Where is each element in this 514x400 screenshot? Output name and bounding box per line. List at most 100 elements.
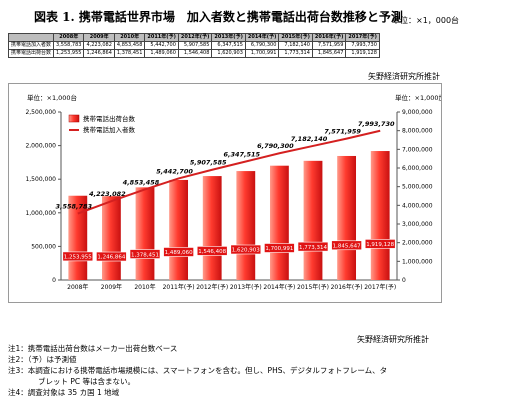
line-data-label: 6,347,515 [223,151,260,159]
table-header-cell: 2016年(予) [311,33,347,42]
right-axis-tick-label: 4,000,000 [402,202,433,209]
page-title: 図表 1. 携帯電話世界市場 加入者数と携帯電話出荷台数推移と予測 [34,10,403,24]
bar-label-box [297,241,329,252]
data-table: 2008年 2009年 2010年 2011年(予) 2012年(予) 2013… [7,33,380,58]
chart-frame: 0 500,000 1,000,000 1,500,000 2,000,000 2,500… [8,83,442,303]
bar-data-label: 1,378,451 [131,252,159,258]
line-data-label: 7,571,959 [324,128,361,136]
line-data-label: 5,442,700 [156,167,193,175]
bar-label-box [230,244,262,255]
line-data-label: 5,907,585 [190,159,227,167]
table-cell: 5,442,700 [144,41,179,50]
table-header-cell: 2010年 [113,33,146,42]
left-axis-tick-label: 1,000,000 [25,210,56,217]
table-cell: 1,700,991 [244,49,280,58]
bar [135,187,155,280]
bar-data-label: 1,253,955 [64,255,92,261]
note-item: 注4：調査対象は 35 カ国 1 地域 [8,388,120,397]
table-cell: 6,347,515 [211,41,246,50]
x-axis-tick-label: 2013年(予) [230,283,262,291]
x-axis-tick-label: 2014年(予) [263,283,295,291]
right-axis-tick-label: 0 [402,277,406,284]
bar [303,160,323,280]
legend-bar-swatch [68,114,80,123]
table-header-cell: 2012年(予) [177,33,213,42]
x-axis-tick-label: 2015年(予) [297,283,329,291]
table-cell: 7,571,959 [311,41,347,50]
line-data-label: 6,790,300 [257,142,294,150]
bar-label-box [129,249,161,259]
left-axis-tick-label: 0 [52,277,56,284]
bar-data-label: 1,845,647 [333,243,361,249]
bar-data-label: 1,919,128 [366,242,394,248]
bar-label-box [264,243,295,253]
line-series [77,129,381,215]
notes: 注1：携帯電話出荷台数はメーカー出荷台数ベース 注2：（予）は予測値 注3：本調… [8,343,387,398]
left-axis-tick-label: 2,500,000 [25,109,56,116]
note-item: 注3：本調査における携帯電話市場規模には、スマートフォンを含む。但し、PHS、デ… [8,366,388,375]
line-data-label: 4,223,082 [89,190,126,198]
x-axis-tick-label: 2008年 [67,283,88,291]
bar [101,196,121,280]
table-cell: 1,919,128 [345,49,380,58]
bar-data-label: 1,546,408 [198,249,226,255]
table-cell: 3,558,783 [53,41,85,50]
table-cell: 4,223,082 [83,41,115,50]
table-row: 携帯電話出荷台数 1,253,955 1,246,864 1,378,451 1… [7,49,380,58]
source-label-top: 矢野経済研究所推計 [368,72,440,81]
line-data-label: 3,558,783 [55,203,92,211]
bar-data-label: 1,773,314 [299,245,327,251]
line-data-label: 4,853,458 [123,178,160,186]
table-row-label: 携帯電話出荷台数 [7,49,55,58]
bar [169,179,189,280]
table-header-cell: 2011年(予) [144,33,179,42]
table-header-cell: 2013年(予) [211,33,246,42]
x-axis-tick-label: 2009年 [101,283,122,291]
bar-data-label: 1,489,060 [165,250,193,256]
right-axis-tick-label: 5,000,000 [402,184,433,191]
table-cell: 7,182,140 [278,41,313,50]
table-row: 携帯電話加入者数 3,558,783 4,223,082 4,853,458 5… [7,41,380,50]
table-header-cell: 2014年(予) [244,33,280,42]
right-axis-tick-label: 8,000,000 [402,128,433,135]
left-axis-tick-label: 2,000,000 [25,143,56,150]
left-axis-tick-label: 500,000 [31,243,56,250]
table-cell: 1,620,903 [211,49,246,58]
table-cell: 1,773,314 [278,49,313,58]
table-cell: 7,993,730 [345,41,380,50]
combo-chart: 0 500,000 1,000,000 1,500,000 2,000,000 2,500… [25,93,441,291]
bar-label-box [364,239,396,249]
right-axis-tick-label: 1,000,000 [402,258,433,265]
bar [370,151,390,280]
table-cell: 1,378,451 [113,49,146,58]
bar-label-box [163,247,194,257]
right-axis-tick-label: 9,000,000 [402,109,433,116]
table-header-cell: 2015年(予) [278,33,313,42]
table-header-row: 2008年 2009年 2010年 2011年(予) 2012年(予) 2013… [7,33,380,42]
x-axis-tick-label: 2011年(予) [163,283,195,291]
bar-label-box [96,251,127,262]
line-data-label: 7,993,730 [358,120,395,128]
source-label-bottom: 矢野経済研究所推計 [357,335,429,344]
table-cell: 1,253,955 [53,49,85,58]
left-axis-tick-label: 1,500,000 [25,176,56,183]
legend-line-label: 携帯電話加入者数 [83,125,136,134]
bar-data-label: 1,700,991 [265,246,293,252]
note-item: 注2：（予）は予測値 [8,355,77,364]
table-header-cell: 2017年(予) [345,33,380,42]
bar [269,165,289,280]
right-axis-unit-label: 単位：×1,000加入 [395,93,441,102]
right-axis-tick-label: 2,000,000 [402,240,433,247]
x-axis-tick-label: 2012年(予) [196,283,228,291]
table-cell: 1,546,408 [177,49,213,58]
table-cell: 5,907,585 [177,41,213,50]
table-cell: 1,489,060 [144,49,179,58]
bar [202,176,222,280]
note-item: 注1：携帯電話出荷台数はメーカー出荷台数ベース [8,344,178,353]
bar-label-box [331,240,362,251]
x-axis-tick-label: 2010年 [134,283,155,291]
table-cell: 1,246,864 [83,49,115,58]
note-item: ブレット PC 等は含まない。 [38,377,136,386]
table-header-cell [7,33,55,42]
right-axis-tick-label: 6,000,000 [402,165,433,172]
